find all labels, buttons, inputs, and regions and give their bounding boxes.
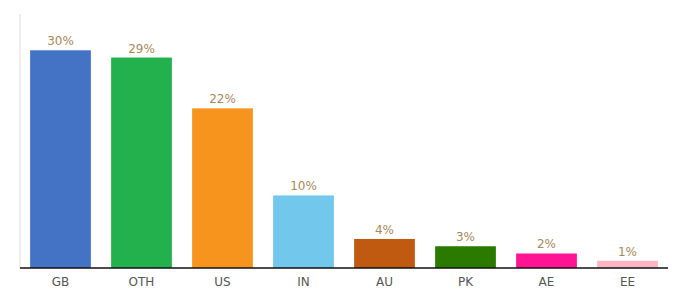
x-axis-line (20, 267, 668, 269)
bar (354, 239, 415, 268)
data-label: 30% (47, 34, 74, 48)
bar (111, 58, 172, 268)
bar (30, 50, 91, 268)
data-label: 3% (456, 230, 475, 244)
data-label: 29% (128, 42, 155, 56)
x-tick-label: OTH (129, 275, 155, 289)
x-tick-label: GB (52, 275, 70, 289)
x-tick-label: EE (620, 275, 635, 289)
x-tick-label: PK (458, 275, 474, 289)
bar (516, 253, 577, 268)
bar (192, 108, 253, 268)
x-tick-labels: GB OTH US IN AU PK AE EE (52, 275, 635, 289)
data-label: 10% (290, 179, 317, 193)
data-label: 1% (618, 245, 637, 259)
y-axis-line (20, 14, 21, 268)
chart-svg: 30% 29% 22% 10% 4% 3% 2% 1% GB OTH US IN AU PK AE EE (0, 0, 680, 300)
data-label: 22% (209, 92, 236, 106)
data-label: 4% (375, 223, 394, 237)
x-tick-label: IN (297, 275, 310, 289)
bar (435, 246, 496, 268)
bar (597, 261, 658, 268)
chart-container: 30% 29% 22% 10% 4% 3% 2% 1% GB OTH US IN AU PK AE EE (0, 0, 680, 300)
x-tick-label: AE (539, 275, 555, 289)
x-tick-label: US (214, 275, 230, 289)
x-tick-label: AU (376, 275, 393, 289)
data-label: 2% (537, 237, 556, 251)
bars (30, 50, 658, 268)
data-labels: 30% 29% 22% 10% 4% 3% 2% 1% (47, 34, 637, 258)
bar (273, 195, 334, 268)
